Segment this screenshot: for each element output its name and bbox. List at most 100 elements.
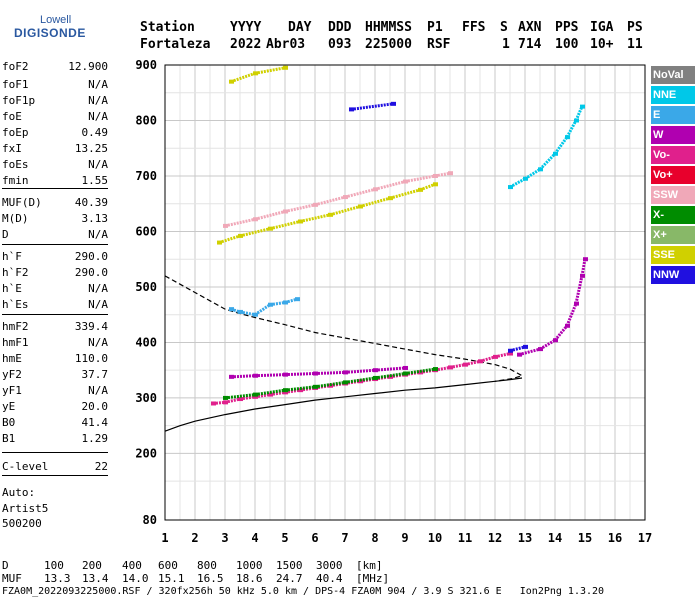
logo-digisonde: DIGISONDE: [14, 26, 86, 40]
param-key: h`F: [2, 250, 22, 263]
data-trace: [284, 297, 298, 304]
param-hmf1: hmF1 N/A: [2, 336, 108, 352]
param-key: yE: [2, 400, 16, 413]
data-trace: [574, 106, 584, 122]
param-md: M(D) 3.13: [2, 212, 108, 228]
footer-d-value: [km]: [356, 559, 383, 572]
param-key: h`E: [2, 282, 22, 295]
data-trace: [284, 388, 301, 394]
data-point: [448, 171, 453, 176]
curve-solid: [164, 377, 523, 432]
data-trace: [449, 363, 466, 369]
param-value: 290.0: [74, 266, 108, 279]
data-trace: [212, 400, 226, 405]
data-trace: [479, 355, 496, 363]
data-trace: [344, 376, 376, 384]
param-key: D: [2, 228, 9, 241]
header-value-8: 100: [555, 37, 579, 52]
header-label-0: Station: [140, 20, 195, 35]
header-value-7: 714: [518, 37, 542, 52]
x-tick-label: 2: [191, 531, 198, 545]
series-xp: [223, 367, 438, 400]
data-point: [580, 104, 585, 109]
param-separator: [2, 475, 108, 476]
data-trace: [553, 324, 569, 342]
data-trace: [254, 388, 286, 397]
header-label-2: DAY: [288, 20, 312, 35]
param-value: 41.4: [81, 416, 109, 429]
legend-item-nne: NNE: [651, 86, 695, 104]
param-fof1p: foF1p N/A: [2, 94, 108, 110]
param-yf1: yF1 N/A: [2, 384, 108, 400]
data-trace: [509, 345, 526, 353]
param-key: yF2: [2, 368, 22, 381]
footer-d-value: 1000: [236, 559, 263, 572]
param-value: N/A: [88, 298, 108, 311]
param-key: foE: [2, 110, 22, 123]
series-e: [229, 297, 300, 317]
legend-item-xp: X+: [651, 226, 695, 244]
param-value: 22: [94, 460, 108, 473]
data-trace: [434, 171, 451, 178]
legend-item-ssw: SSW: [651, 186, 695, 204]
legend-item-noval: NoVal: [651, 66, 695, 84]
data-trace: [518, 347, 541, 357]
data-point: [583, 257, 588, 262]
x-tick-label: 14: [548, 531, 562, 545]
legend-item-vop: Vo-: [651, 146, 695, 164]
footer-muf-value: 14.0: [122, 572, 149, 585]
data-trace: [224, 217, 256, 228]
param-key: C-level: [2, 460, 49, 473]
data-trace: [359, 196, 391, 208]
param-key: foEp: [2, 126, 29, 139]
x-tick-label: 16: [608, 531, 622, 545]
chart-points: [211, 65, 588, 406]
param-value: 0.49: [81, 126, 109, 139]
x-tick-label: 4: [251, 531, 258, 545]
param-he: h`E N/A: [2, 282, 108, 298]
param-value: 12.900: [68, 60, 108, 73]
series-w: [229, 257, 588, 379]
param-value: 110.0: [74, 352, 108, 365]
data-trace: [404, 367, 436, 375]
footer-d-value: 100: [44, 559, 64, 572]
data-trace: [404, 174, 436, 183]
param-clevel: C-level 22: [2, 460, 108, 476]
param-key: M(D): [2, 212, 29, 225]
x-tick-label: 17: [638, 531, 652, 545]
data-trace: [374, 372, 406, 380]
footer-d-value: 3000: [316, 559, 343, 572]
header-label-3: DDD: [328, 20, 352, 35]
header-label-4: HHMMSS: [365, 20, 412, 35]
data-trace: [254, 303, 271, 316]
data-trace: [239, 227, 271, 238]
footer-muf-value: 13.4: [82, 572, 109, 585]
ionogram-chart: 1 2 3 4 5 6 7 8 9 10 11 12 13 14 15 16 17802003004005006…: [135, 58, 652, 545]
y-tick-label: 80: [143, 513, 157, 527]
x-tick-label: 1: [161, 531, 168, 545]
data-trace: [269, 390, 286, 397]
param-key: foF2: [2, 60, 29, 73]
data-trace: [314, 195, 346, 207]
data-point: [403, 365, 408, 370]
x-tick-label: 15: [578, 531, 592, 545]
header-label-10: IGA: [590, 20, 614, 35]
y-tick-label: 500: [135, 280, 157, 294]
data-trace: [254, 66, 286, 75]
data-trace: [239, 395, 256, 401]
data-point: [523, 344, 528, 349]
curve-dashed: [164, 275, 524, 382]
series-nnw: [349, 101, 528, 353]
param-key: MUF(D): [2, 196, 42, 209]
data-trace: [374, 180, 406, 191]
param-foe: foE N/A: [2, 110, 108, 126]
header-value-1: 2022: [230, 37, 262, 52]
data-trace: [218, 234, 241, 244]
data-trace: [350, 102, 394, 111]
footer-muf-value: 40.4: [316, 572, 343, 585]
param-value: 40.39: [74, 196, 108, 209]
auto-artist: Artist5: [2, 502, 49, 515]
param-key: fxI: [2, 142, 22, 155]
series-sse: [217, 65, 438, 245]
param-value: N/A: [88, 228, 108, 241]
